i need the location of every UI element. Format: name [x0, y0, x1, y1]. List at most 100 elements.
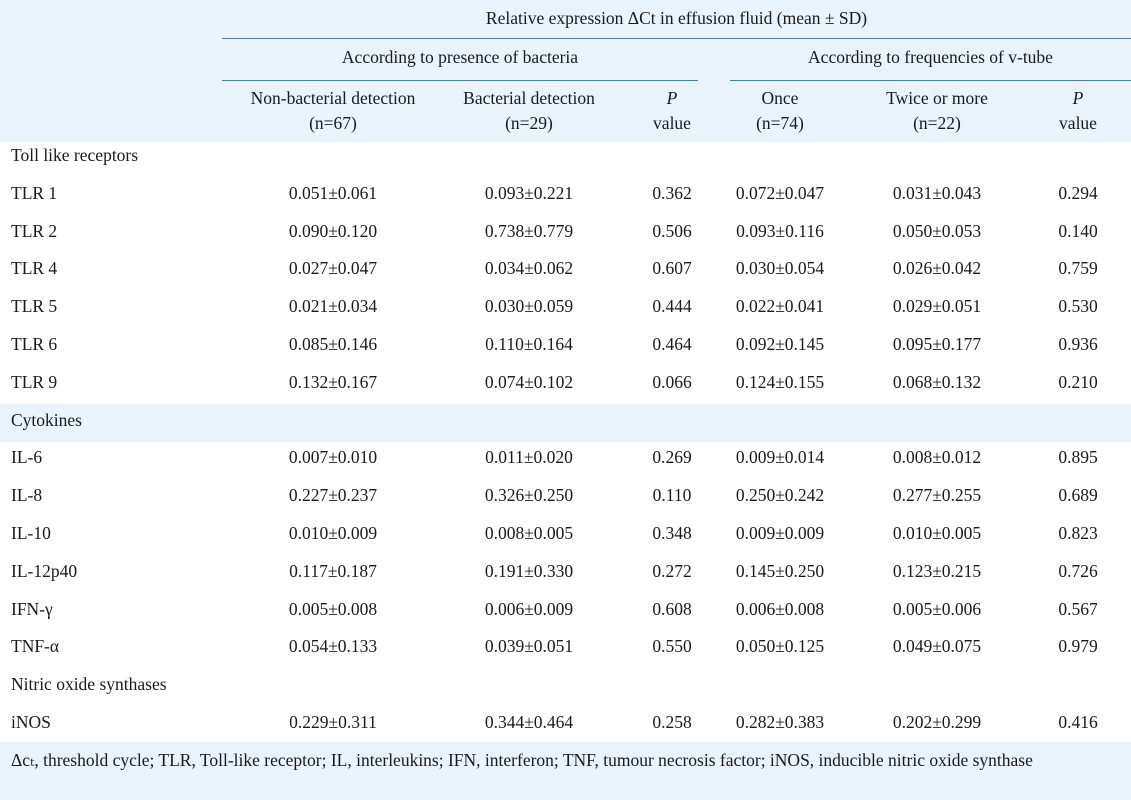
p-value-cell: 0.979 — [1058, 636, 1098, 657]
row-label: IL-8 — [11, 485, 43, 506]
row-label: TLR 4 — [11, 258, 58, 279]
value-cell: 0.229±0.311 — [289, 712, 377, 732]
column-header-5-line1: Twice or more — [886, 88, 988, 108]
value-cell: 0.085±0.146 — [288, 334, 378, 354]
value-cell: 0.095±0.177 — [892, 334, 982, 354]
value-cell: 0.005±0.006 — [892, 598, 982, 619]
p-value-cell: 0.362 — [652, 182, 692, 203]
p-value-cell: 0.464 — [652, 334, 692, 354]
column-header-3-line2: value — [653, 113, 691, 133]
value-cell: 0.006±0.008 — [735, 598, 825, 619]
value-cell: 0.006±0.009 — [484, 598, 574, 619]
value-cell: 0.132±0.167 — [288, 371, 378, 392]
p-value-cell: 0.272 — [652, 560, 692, 581]
row-label: TLR 2 — [11, 220, 58, 241]
group-header-vtube: According to frequencies of v-tube — [808, 47, 1053, 67]
column-header-4-line1: Once — [761, 88, 799, 108]
row-label: IFN-γ — [11, 598, 53, 619]
column-header-4-line2: (n=74) — [756, 113, 804, 133]
value-cell: 0.344±0.464 — [484, 712, 574, 732]
value-cell: 0.092±0.145 — [735, 334, 825, 354]
p-value-cell: 0.066 — [652, 371, 692, 392]
p-value-cell: 0.689 — [1058, 485, 1098, 506]
value-cell: 0.009±0.014 — [735, 447, 825, 468]
column-header-3-line1: P — [666, 88, 678, 108]
section-title: Nitric oxide synthases — [11, 674, 167, 695]
value-cell: 0.027±0.047 — [288, 258, 378, 279]
value-cell: 0.039±0.051 — [484, 636, 574, 657]
row-label: TLR 1 — [11, 182, 58, 203]
row-label: iNOS — [11, 712, 51, 732]
row-label: TLR 5 — [11, 296, 58, 317]
value-cell: 0.026±0.042 — [892, 258, 982, 279]
p-value-cell: 0.530 — [1058, 296, 1098, 317]
value-cell: 0.022±0.041 — [735, 296, 825, 317]
p-value-cell: 0.608 — [652, 598, 692, 619]
footnote: Δcₜ, threshold cycle; TLR, Toll-like rec… — [11, 750, 1033, 770]
column-header-1-line2: (n=67) — [309, 113, 357, 133]
row-label: IL-12p40 — [11, 560, 78, 581]
column-header-2-line1: Bacterial detection — [463, 88, 595, 108]
group-rule-vtube — [730, 80, 1131, 81]
value-cell: 0.021±0.034 — [288, 296, 378, 317]
section-title: Toll like receptors — [11, 145, 139, 165]
value-cell: 0.050±0.053 — [892, 220, 982, 241]
p-value-cell: 0.823 — [1058, 523, 1098, 543]
p-value-cell: 0.506 — [652, 220, 692, 241]
value-cell: 0.093±0.221 — [484, 182, 574, 203]
value-cell: 0.008±0.005 — [484, 523, 574, 543]
value-cell: 0.117±0.187 — [289, 560, 377, 581]
p-value-cell: 0.726 — [1058, 560, 1098, 581]
column-header-6-line2: value — [1059, 113, 1097, 133]
value-cell: 0.011±0.020 — [485, 447, 573, 468]
value-cell: 0.250±0.242 — [735, 485, 825, 506]
value-cell: 0.068±0.132 — [892, 371, 982, 392]
value-cell: 0.029±0.051 — [892, 296, 982, 317]
column-header-1-line1: Non-bacterial detection — [250, 88, 416, 108]
column-header-5-line2: (n=22) — [913, 113, 961, 133]
value-cell: 0.072±0.047 — [735, 182, 825, 203]
p-value-cell: 0.110 — [652, 485, 692, 506]
value-cell: 0.093±0.116 — [736, 220, 824, 241]
value-cell: 0.124±0.155 — [735, 371, 825, 392]
value-cell: 0.051±0.061 — [288, 182, 378, 203]
group-rule-bacteria — [222, 80, 698, 81]
row-label: TLR 9 — [11, 371, 58, 392]
p-value-cell: 0.567 — [1058, 598, 1098, 619]
p-value-cell: 0.936 — [1058, 334, 1098, 354]
value-cell: 0.074±0.102 — [484, 371, 574, 392]
header-band — [0, 0, 1131, 142]
p-value-cell: 0.607 — [652, 258, 692, 279]
value-cell: 0.030±0.054 — [735, 258, 825, 279]
value-cell: 0.034±0.062 — [484, 258, 574, 279]
value-cell: 0.005±0.008 — [288, 598, 378, 619]
value-cell: 0.145±0.250 — [735, 560, 825, 581]
value-cell: 0.010±0.005 — [892, 523, 982, 543]
p-value-cell: 0.294 — [1058, 182, 1098, 203]
p-value-cell: 0.348 — [652, 523, 692, 543]
p-value-cell: 0.210 — [1058, 371, 1098, 392]
p-value-cell: 0.258 — [652, 712, 692, 732]
p-value-cell: 0.759 — [1058, 258, 1098, 279]
value-cell: 0.009±0.009 — [735, 523, 825, 543]
row-label: TLR 6 — [11, 334, 58, 354]
value-cell: 0.054±0.133 — [288, 636, 378, 657]
value-cell: 0.049±0.075 — [892, 636, 982, 657]
p-value-cell: 0.550 — [652, 636, 692, 657]
value-cell: 0.110±0.164 — [485, 334, 573, 354]
p-value-cell: 0.444 — [652, 296, 692, 317]
section-band-cytokines — [0, 404, 1131, 442]
p-value-cell: 0.269 — [652, 447, 692, 468]
p-value-cell: 0.140 — [1058, 220, 1098, 241]
table-title: Relative expression ΔCt in effusion flui… — [485, 8, 868, 28]
group-header-bacteria: According to presence of bacteria — [341, 47, 579, 67]
row-label: IL-6 — [11, 447, 43, 468]
value-cell: 0.326±0.250 — [484, 485, 574, 506]
value-cell: 0.010±0.009 — [288, 523, 378, 543]
p-value-cell: 0.895 — [1058, 447, 1098, 468]
column-header-6-line1: P — [1072, 88, 1084, 108]
value-cell: 0.738±0.779 — [484, 220, 574, 241]
value-cell: 0.030±0.059 — [484, 296, 574, 317]
value-cell: 0.202±0.299 — [892, 712, 982, 732]
